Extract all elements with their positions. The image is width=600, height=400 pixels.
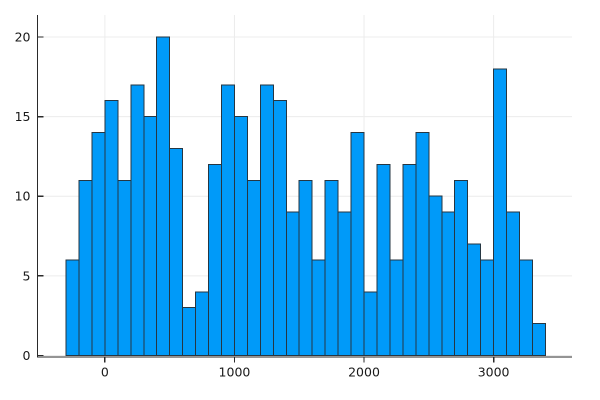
histogram-bar — [246, 179, 261, 356]
histogram-bar — [480, 259, 495, 356]
histogram-bar — [311, 259, 326, 356]
histogram-bar — [104, 100, 119, 357]
histogram-bar — [402, 163, 417, 356]
y-tick-label: 0 — [23, 348, 31, 363]
histogram-bar — [350, 132, 365, 356]
histogram-bar — [272, 100, 287, 357]
histogram-bar — [506, 211, 521, 356]
histogram-bar — [285, 211, 300, 356]
y-tick-label: 15 — [15, 109, 31, 124]
histogram-bar — [531, 323, 546, 356]
histogram-bar — [376, 163, 391, 356]
y-tick-label: 20 — [15, 29, 31, 44]
histogram-bar — [233, 116, 248, 356]
histogram-bar — [156, 36, 171, 356]
histogram-bar — [195, 291, 210, 356]
histogram-bar — [337, 211, 352, 356]
tick-labels: 0 5 10 15 20 0 1000 2000 3000 — [15, 29, 510, 379]
histogram-bar — [324, 179, 339, 356]
histogram-bar — [182, 307, 197, 356]
histogram-bar — [143, 116, 158, 356]
histogram-bar — [221, 84, 235, 356]
axes — [36, 15, 572, 363]
x-tick-label: 0 — [101, 365, 109, 380]
x-tick-label: 3000 — [478, 365, 510, 380]
y-tick-label: 5 — [23, 268, 31, 283]
histogram-bar — [259, 84, 274, 356]
histogram-bar — [363, 291, 378, 356]
histogram-bar — [117, 179, 132, 356]
histogram-bars — [65, 36, 546, 357]
histogram-bar — [493, 68, 508, 357]
histogram-bar — [441, 211, 456, 356]
histogram-bar — [467, 243, 482, 357]
histogram-bar — [415, 132, 430, 356]
histogram-bar — [65, 259, 80, 356]
y-tick-label: 10 — [15, 189, 31, 204]
histogram-bar — [169, 147, 184, 356]
histogram-bar — [298, 179, 313, 356]
histogram-bar — [78, 179, 93, 356]
histogram-bar — [389, 259, 404, 356]
histogram-bar — [130, 84, 145, 356]
histogram-bar — [519, 259, 533, 356]
x-tick-label: 1000 — [219, 365, 251, 380]
x-tick-label: 2000 — [348, 365, 380, 380]
histogram-bar — [454, 179, 469, 356]
histogram-bar — [208, 163, 222, 356]
histogram-bar — [91, 132, 106, 356]
histogram-bar — [428, 195, 443, 356]
